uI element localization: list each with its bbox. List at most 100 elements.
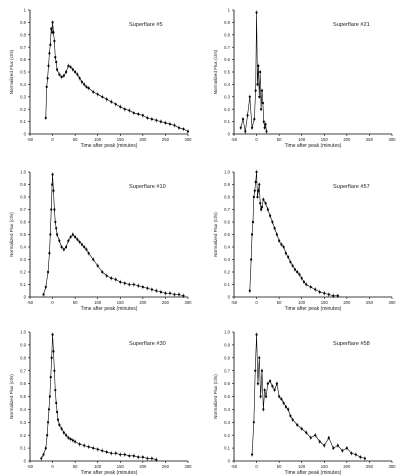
chart-panel-3: 00.10.20.30.40.50.60.70.80.91.0-50 0 50 100… [9,170,192,312]
y-tick-label: 0.3 [224,94,230,99]
y-tick-label: 0 [24,295,27,300]
data-point [141,456,144,459]
data-point [58,239,61,242]
data-point [119,280,122,284]
y-tick-label: 0.7 [224,368,230,373]
y-tick-label: 0.2 [20,107,26,112]
data-point [54,56,57,59]
data-point [71,233,74,236]
data-point [47,64,50,67]
y-axis-label: Normalized Flux (ct/s) [213,374,218,419]
data-point [168,292,172,295]
data-point [92,258,95,261]
data-point [114,103,117,106]
data-point [250,453,254,456]
data-point [300,277,303,280]
x-tick-label: 300 [185,464,193,469]
data-point [336,294,339,297]
data-point [254,180,257,184]
x-tick-label: 50 [73,137,78,142]
y-tick-label: 0.7 [224,45,230,50]
data-point [110,277,113,280]
data-point [164,121,167,124]
y-tick-label: 0.5 [224,70,230,75]
data-point [363,457,367,460]
data-point [110,100,113,103]
data-point [327,293,330,296]
data-point [253,118,256,121]
data-point [55,227,58,230]
data-point [132,283,135,286]
data-point [264,395,268,398]
data-point [280,397,283,401]
data-point [60,427,63,430]
y-tick-label: 0.7 [20,207,26,212]
data-point [261,101,264,105]
data-point [278,239,281,242]
data-point [259,202,262,205]
data-point [123,453,126,456]
y-tick-label: 0.3 [20,420,26,425]
data-point [314,288,317,291]
data-point [252,421,255,424]
y-tick-label: 1.0 [224,330,230,335]
y-tick-label: 0.1 [20,119,26,124]
x-tick-label: 250 [162,464,170,469]
y-tick-label: 0.8 [20,195,26,200]
y-tick-label: 0.2 [224,270,230,275]
data-point [271,385,274,388]
data-point [105,98,108,101]
data-point [105,450,108,454]
data-point [318,290,321,294]
data-point [67,239,70,242]
data-point [263,126,266,129]
data-point [173,124,176,127]
data-point [293,268,297,271]
y-axis-label: Normalized Flux (ct/s) [9,374,14,419]
data-point [46,77,49,80]
data-point [271,220,274,224]
x-tick-label: 0 [51,464,54,469]
data-point [284,252,288,255]
data-point [49,376,52,379]
y-tick-label: 0.4 [20,245,26,250]
data-point [69,235,72,239]
y-tick-label: 0.8 [20,355,26,360]
data-point [52,189,55,192]
data-point [159,290,163,294]
data-point [74,440,77,443]
data-point [76,73,79,76]
data-point [186,130,190,133]
data-point [296,270,299,274]
x-axis-label: Time after peak (minutes) [285,470,342,476]
y-tick-label: 0.5 [224,232,230,237]
x-tick-label: -50 [231,464,238,469]
y-tick-label: 0.3 [224,420,230,425]
data-point [258,356,261,359]
data-point [46,270,50,274]
data-point [74,70,77,74]
data-point [69,65,72,69]
x-tick-label: 200 [343,137,351,142]
data-point [51,183,54,186]
data-point [42,453,45,456]
data-point [250,126,254,129]
y-tick-label: 0.9 [224,182,230,187]
data-point [155,458,158,461]
data-point [280,243,283,246]
y-tick-label: 0.8 [224,195,230,200]
data-point [110,452,113,455]
x-tick-label: 200 [139,300,147,305]
data-point [65,434,68,437]
x-tick-label: 300 [185,137,193,142]
y-tick-label: 0.6 [224,381,230,386]
x-tick-label: 100 [94,300,102,305]
data-point [259,70,262,74]
data-point [56,418,60,421]
data-point [260,89,264,92]
data-point [71,68,74,71]
x-tick-label: -50 [231,300,238,305]
chart-panel-6: 00.10.20.30.40.50.60.70.80.91.0-50 0 50 100… [213,330,396,476]
y-tick-label: 0.1 [224,282,230,287]
